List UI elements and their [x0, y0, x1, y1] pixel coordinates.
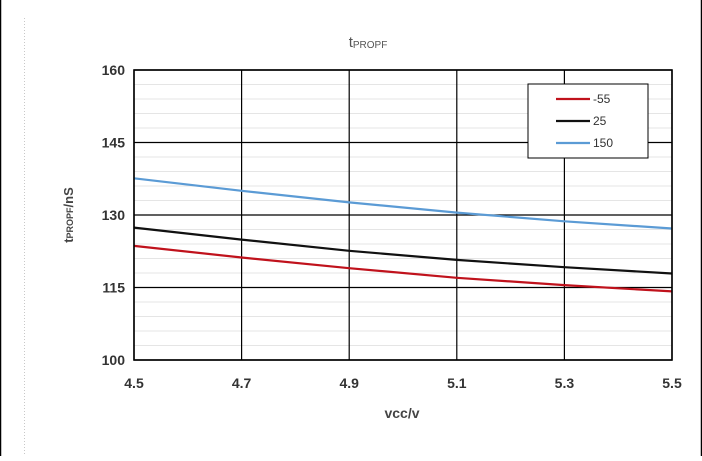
- legend-label-150: 150: [593, 136, 613, 150]
- series-line-150: [133, 177, 673, 230]
- x-tick-label: 5.3: [555, 375, 575, 391]
- x-tick-label: 5.1: [447, 375, 467, 391]
- chart-title: tPROPF: [349, 34, 388, 51]
- y-axis-label-main: t: [61, 238, 76, 243]
- chart-title-main: t: [349, 34, 354, 51]
- series-line--55: [133, 244, 673, 293]
- y-tick-label: 145: [102, 135, 126, 151]
- y-tick-label: 130: [102, 207, 126, 223]
- legend-label-25: 25: [593, 114, 607, 128]
- legend: -55 25 150: [527, 83, 649, 159]
- y-axis-label-unit: /nS: [61, 187, 76, 208]
- y-axis-label-sub: PROPF: [65, 207, 75, 239]
- y-axis-label: tPROPF/nS: [61, 187, 76, 243]
- y-tick-label: 115: [102, 280, 125, 296]
- x-tick-label: 5.5: [662, 375, 682, 391]
- minor-gridlines: [134, 84, 672, 346]
- x-axis-label: vcc/v: [384, 405, 419, 421]
- y-tick-label: 160: [102, 62, 126, 78]
- y-tick-labels: 100 115 130 145 160: [102, 62, 126, 368]
- x-tick-labels: 4.5 4.7 4.9 5.1 5.3 5.5: [124, 375, 682, 391]
- plot-area-border: [133, 69, 673, 361]
- legend-label--55: -55: [593, 92, 611, 106]
- y-tick-label: 100: [102, 352, 126, 368]
- series-line-25: [133, 226, 673, 275]
- x-tick-label: 4.5: [124, 375, 144, 391]
- x-tick-label: 4.7: [232, 375, 252, 391]
- chart-title-sub: PROPF: [353, 40, 387, 51]
- series-layer: [133, 177, 673, 293]
- x-tick-label: 4.9: [339, 375, 359, 391]
